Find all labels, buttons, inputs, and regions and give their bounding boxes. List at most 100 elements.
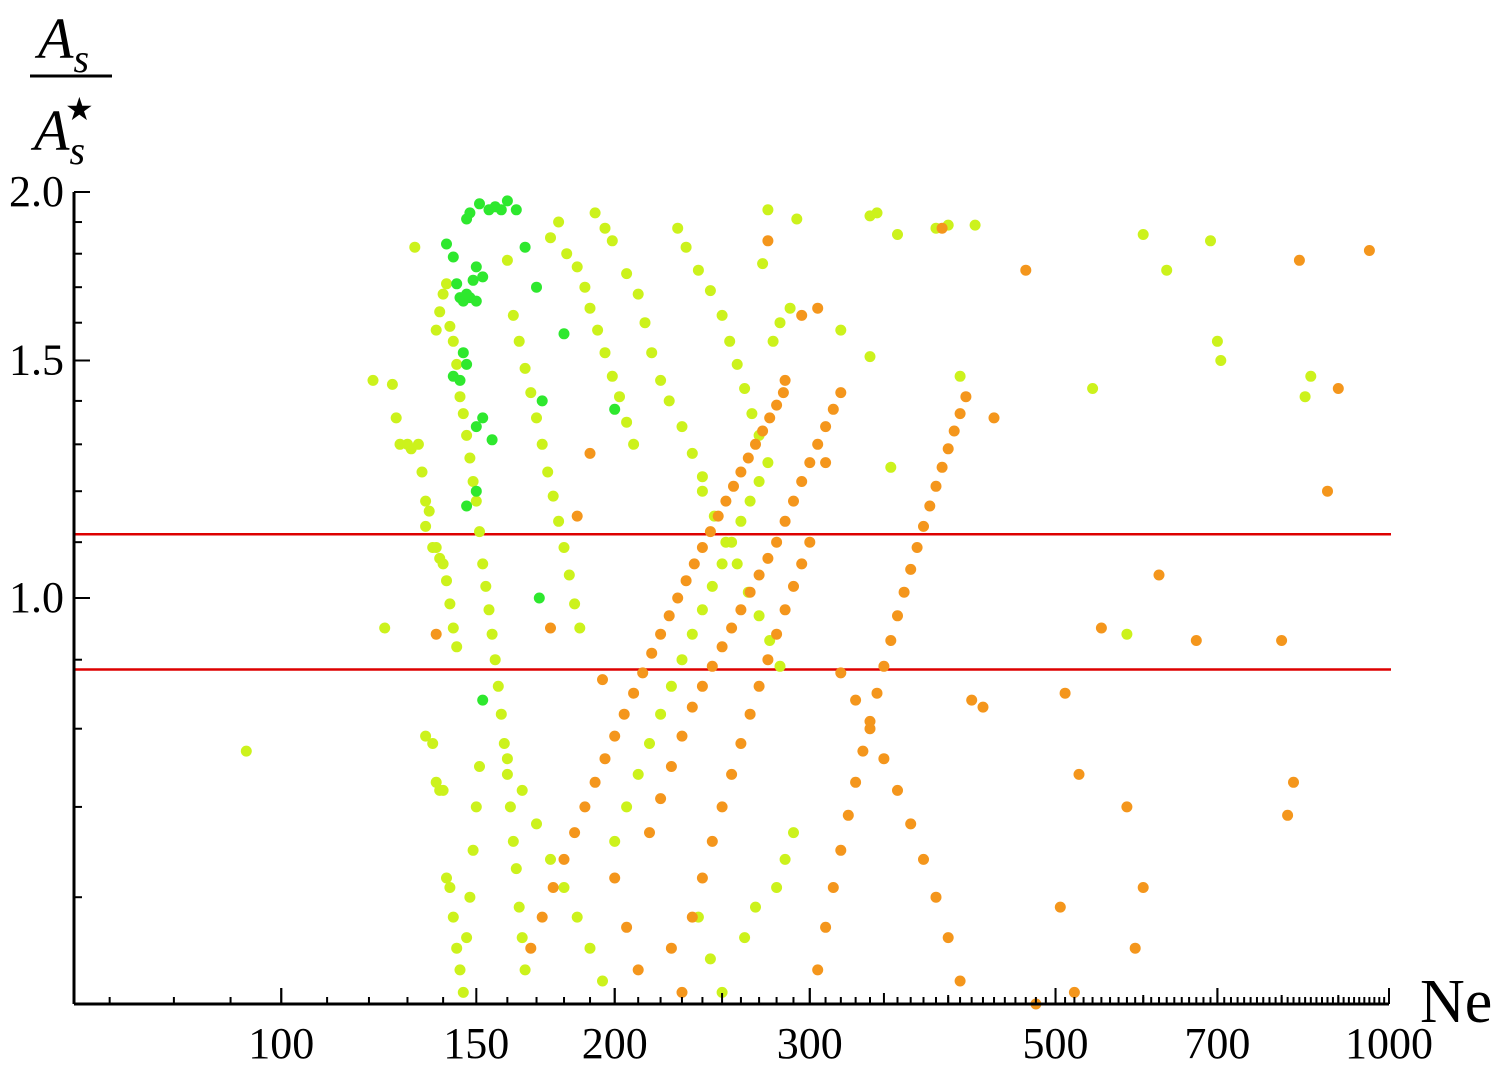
data-point: [240, 745, 252, 757]
data-point: [451, 358, 463, 370]
data-point: [597, 674, 608, 686]
data-point: [966, 694, 978, 706]
data-point: [579, 801, 591, 813]
data-point: [788, 495, 799, 507]
data-point: [1020, 264, 1032, 276]
data-point: [692, 264, 704, 276]
data-point: [757, 258, 769, 270]
data-point: [1322, 485, 1333, 497]
data-point: [905, 563, 917, 575]
data-point: [706, 580, 718, 592]
data-point: [441, 872, 452, 884]
data-point: [483, 604, 495, 616]
data-point: [507, 835, 519, 847]
data-point: [796, 309, 808, 321]
data-point: [457, 408, 469, 420]
data-point: [936, 461, 948, 473]
data-point: [644, 827, 655, 839]
data-point: [1121, 801, 1133, 813]
data-point: [597, 975, 608, 987]
data-point: [706, 835, 718, 847]
data-point: [655, 374, 667, 386]
data-point: [704, 953, 716, 965]
data-points: [240, 195, 1375, 1010]
data-point: [632, 964, 644, 976]
data-point: [842, 809, 854, 821]
data-point: [599, 222, 611, 234]
data-point: [676, 986, 688, 998]
data-point: [788, 580, 799, 592]
data-point: [820, 457, 832, 469]
data-point: [688, 558, 700, 570]
data-point: [892, 610, 903, 622]
tick-labels: 100 150 200 300 500 700 1000 1.0 1.5 2.0: [9, 167, 1433, 1068]
data-point: [753, 680, 765, 692]
data-point: [696, 872, 708, 884]
data-point: [735, 515, 747, 527]
data-point: [977, 701, 989, 713]
data-point: [712, 510, 724, 522]
data-point: [599, 347, 611, 359]
data-point: [489, 654, 501, 666]
data-point: [516, 784, 528, 796]
data-point: [416, 466, 428, 478]
data-point: [437, 288, 449, 300]
data-point: [1095, 622, 1107, 634]
data-point: [477, 694, 489, 706]
data-point: [672, 222, 684, 234]
data-point: [498, 738, 510, 749]
axis-ticks: [74, 191, 1390, 1005]
data-point: [584, 942, 596, 954]
data-point: [771, 536, 783, 548]
data-point: [553, 216, 565, 228]
data-point: [486, 628, 498, 640]
data-point: [726, 536, 738, 548]
data-point: [796, 476, 808, 487]
data-point: [1137, 229, 1149, 240]
data-point: [665, 761, 677, 772]
data-point: [519, 241, 531, 253]
data-point: [513, 335, 525, 347]
data-point: [571, 510, 583, 522]
data-point: [444, 598, 456, 610]
data-point: [885, 461, 897, 473]
data-point: [1215, 355, 1227, 366]
data-point: [655, 793, 667, 805]
data-point: [553, 515, 565, 527]
data-point: [892, 784, 903, 796]
data-point: [569, 827, 581, 839]
data-point: [762, 654, 774, 666]
data-point: [696, 604, 708, 616]
data-point: [637, 667, 649, 679]
data-point: [519, 964, 531, 976]
data-point: [1363, 245, 1375, 256]
data-point: [430, 628, 442, 640]
data-point: [470, 421, 482, 433]
data-point: [753, 610, 765, 622]
data-point: [726, 768, 738, 780]
data-point: [558, 882, 570, 893]
data-point: [461, 358, 473, 370]
data-point: [788, 827, 799, 839]
data-point: [470, 485, 482, 497]
data-point: [850, 776, 862, 788]
data-point: [646, 647, 658, 659]
data-point: [948, 425, 960, 437]
data-point: [655, 708, 667, 720]
data-point: [467, 274, 479, 286]
data-point: [461, 500, 473, 512]
data-point: [665, 942, 677, 954]
data-point: [739, 932, 751, 944]
data-point: [911, 542, 923, 553]
data-point: [704, 285, 716, 297]
data-point: [486, 434, 498, 446]
data-point: [706, 660, 718, 672]
data-point: [672, 592, 684, 604]
data-point: [501, 195, 513, 207]
data-point: [464, 891, 476, 903]
x-tick-label: 150: [443, 1019, 509, 1068]
x-tick-label: 300: [777, 1019, 843, 1068]
data-point: [510, 863, 522, 875]
data-point: [457, 986, 469, 998]
